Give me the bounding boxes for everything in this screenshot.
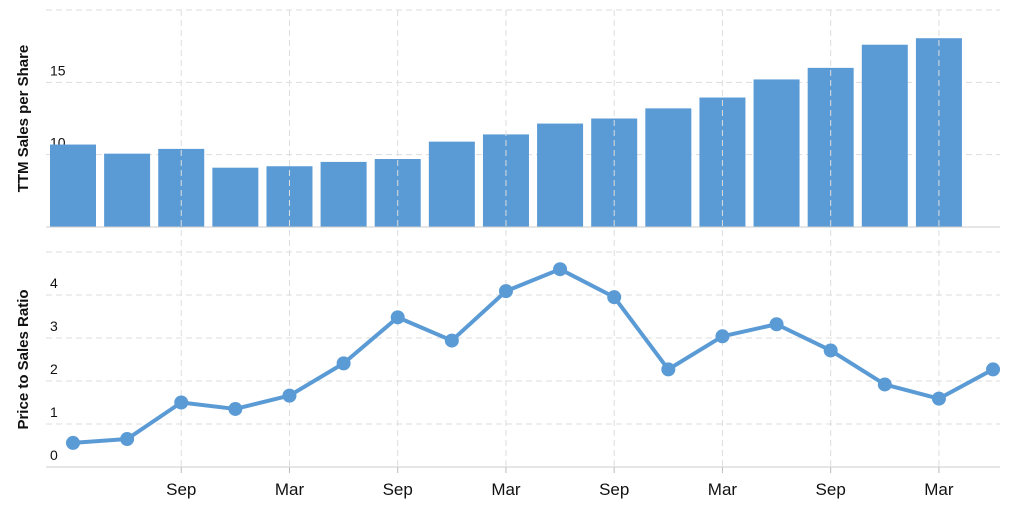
bar bbox=[645, 108, 692, 227]
point bbox=[120, 432, 135, 447]
bar bbox=[861, 44, 908, 227]
point bbox=[931, 391, 946, 406]
point bbox=[823, 343, 838, 358]
y-tick-label: 4 bbox=[50, 275, 58, 291]
point bbox=[444, 333, 459, 348]
point bbox=[228, 401, 243, 416]
x-tick-label: Mar bbox=[491, 480, 521, 499]
point bbox=[553, 262, 568, 277]
point bbox=[661, 362, 676, 377]
point bbox=[986, 362, 1001, 377]
point bbox=[498, 284, 513, 299]
y-tick-label: 0 bbox=[50, 447, 58, 463]
point bbox=[877, 377, 892, 392]
x-tick-label: Sep bbox=[166, 480, 196, 499]
x-tick-label: Mar bbox=[708, 480, 738, 499]
line bbox=[72, 267, 994, 445]
x-tick-label: Sep bbox=[383, 480, 413, 499]
x-tick-label: Mar bbox=[275, 480, 305, 499]
bar bbox=[753, 79, 800, 227]
bar bbox=[212, 167, 259, 227]
point bbox=[390, 310, 405, 325]
point bbox=[715, 329, 730, 344]
point bbox=[174, 395, 189, 410]
point bbox=[336, 356, 351, 371]
y-tick-label: 1 bbox=[50, 404, 58, 420]
y-tick-label: 3 bbox=[50, 318, 58, 334]
bar bbox=[320, 161, 367, 227]
bar bbox=[104, 153, 151, 227]
bar bbox=[266, 166, 313, 227]
y-tick-label: 2 bbox=[50, 361, 58, 377]
bar bbox=[428, 141, 475, 227]
point bbox=[769, 317, 784, 332]
y-tick-label: 15 bbox=[50, 62, 66, 78]
bar bbox=[50, 144, 96, 227]
y-axis-title: TTM Sales per Share bbox=[15, 45, 32, 193]
point bbox=[282, 388, 297, 403]
point bbox=[66, 435, 80, 450]
bar bbox=[537, 123, 584, 227]
point bbox=[607, 290, 622, 305]
x-tick-label: Sep bbox=[816, 480, 846, 499]
y-axis-title: Price to Sales Ratio bbox=[15, 289, 32, 429]
x-tick-label: Sep bbox=[599, 480, 629, 499]
x-tick-label: Mar bbox=[924, 480, 954, 499]
